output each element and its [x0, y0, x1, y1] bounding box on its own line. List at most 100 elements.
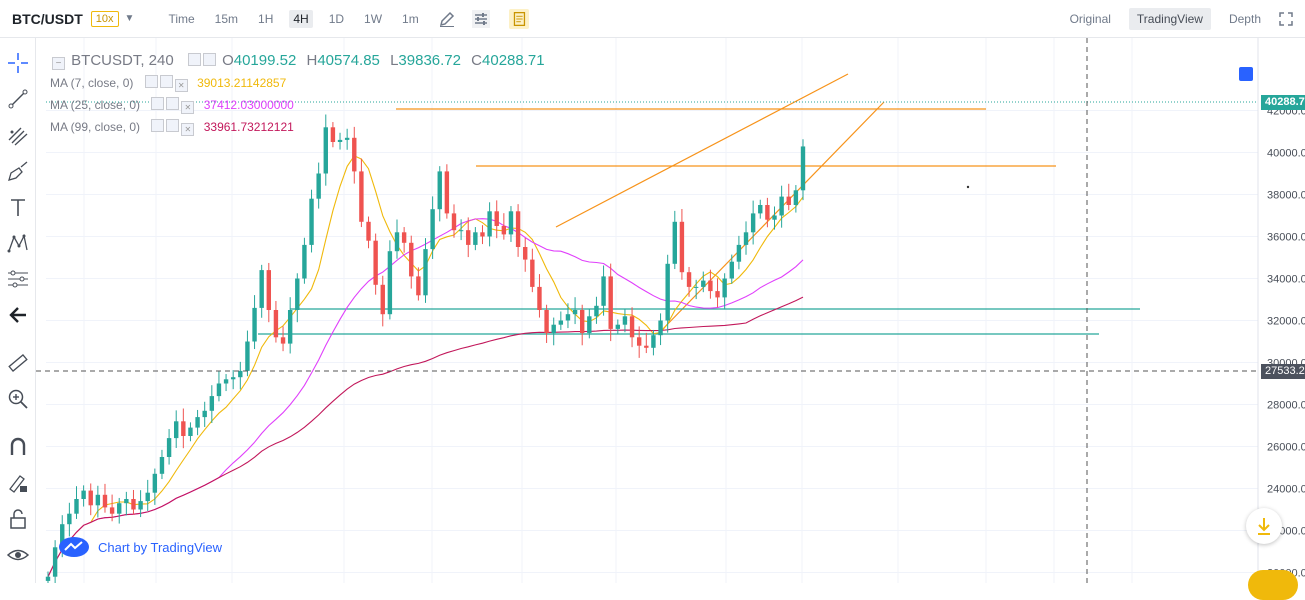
candle-body: [145, 492, 150, 502]
eye-icon[interactable]: [187, 53, 201, 66]
tf-1w[interactable]: 1W: [364, 11, 383, 26]
candle-body: [266, 270, 272, 310]
candle-body: [572, 310, 578, 315]
tf-15m[interactable]: 15m: [214, 11, 239, 26]
scroll-to-realtime-button[interactable]: [1246, 508, 1282, 544]
settings-sliders-icon[interactable]: [471, 9, 491, 29]
leverage-badge: 10x: [90, 10, 119, 27]
gear-icon[interactable]: [166, 119, 180, 132]
open-label: O: [222, 52, 234, 69]
candle-body: [466, 230, 471, 245]
candle-body: [594, 305, 599, 317]
candle-body: [394, 232, 400, 252]
tradingview-attribution[interactable]: Chart by TradingView: [58, 536, 222, 558]
eye-icon[interactable]: [151, 119, 165, 132]
channel-upper-line: [555, 73, 849, 228]
candle-body: [195, 417, 200, 428]
trend-line-icon[interactable]: [7, 88, 29, 110]
candle-body: [530, 259, 535, 287]
candle-body: [259, 270, 264, 308]
help-button[interactable]: [1248, 570, 1298, 600]
eye-icon[interactable]: [151, 97, 165, 110]
indicator-list-icon[interactable]: [508, 8, 529, 29]
close-icon[interactable]: ✕: [181, 123, 195, 136]
candle-body: [330, 127, 336, 142]
candle-body: [715, 291, 720, 298]
candle-body: [758, 205, 763, 214]
open-value: 40199.52: [233, 52, 297, 69]
candle-body: [665, 263, 670, 321]
candle-body: [451, 213, 457, 231]
close-icon[interactable]: ✕: [181, 101, 195, 114]
unlock-icon[interactable]: [7, 508, 29, 530]
attribution-text: Chart by TradingView: [98, 539, 223, 555]
ruler-icon[interactable]: [7, 352, 29, 374]
low-value: 39836.72: [398, 52, 461, 69]
crosshair-icon[interactable]: [7, 52, 29, 74]
fullscreen-icon[interactable]: [1279, 12, 1293, 26]
arrow-left-icon[interactable]: [7, 304, 29, 326]
collapse-icon[interactable]: −: [52, 57, 65, 70]
candle-body: [67, 513, 72, 525]
candle-body: [473, 232, 478, 245]
prediction-icon[interactable]: [7, 268, 29, 290]
tf-1h[interactable]: 1H: [258, 11, 274, 26]
candle-body: [60, 524, 65, 548]
last-price-label: 40288.7: [1261, 95, 1305, 110]
candle-body: [636, 337, 642, 346]
arrow-down-icon: [1258, 518, 1270, 535]
view-original[interactable]: Original: [1069, 12, 1111, 26]
candle-body: [166, 438, 172, 457]
close-icon[interactable]: ✕: [174, 79, 188, 92]
tf-1d[interactable]: 1D: [328, 11, 345, 26]
chevron-down-icon[interactable]: ▼: [124, 13, 135, 24]
candle-body: [52, 547, 58, 577]
candle-body: [765, 205, 770, 220]
top-toolbar: BTC/USDT 10x ▼ Time 15m 1H 4H 1D 1W 1m O…: [0, 0, 1305, 38]
tf-1m[interactable]: 1m: [402, 11, 419, 26]
symbol-name[interactable]: BTC/USDT: [12, 10, 83, 27]
brush-icon[interactable]: [7, 160, 29, 182]
price-tick-label: 34000.0: [1267, 274, 1305, 286]
scale-toggle-icon[interactable]: [1239, 67, 1253, 81]
ma99-legend: MA (99, close, 0) ✕ 33961.73212121: [50, 119, 294, 136]
moving-average-lines: [47, 155, 804, 577]
ma7-line: [47, 155, 804, 577]
tf-4h[interactable]: 4H: [289, 9, 313, 28]
cursor-dot: [966, 185, 970, 189]
price-tick-label: 28000.0: [1267, 400, 1305, 412]
candle-body: [772, 215, 777, 220]
candle-body: [615, 324, 621, 329]
candle-body: [223, 379, 229, 384]
tf-time[interactable]: Time: [168, 11, 195, 26]
candle-body: [344, 137, 350, 140]
candle-body: [366, 221, 371, 241]
candle-body: [565, 314, 571, 321]
gear-icon[interactable]: [202, 53, 216, 66]
candle-body: [309, 198, 314, 245]
zoom-in-icon[interactable]: [7, 388, 29, 410]
candle-body: [252, 307, 257, 342]
view-tradingview[interactable]: TradingView: [1128, 8, 1211, 30]
pencil-icon[interactable]: [437, 9, 457, 29]
candle-body: [587, 316, 592, 334]
eye-icon[interactable]: [144, 75, 158, 88]
ma25-label: MA (25, close, 0): [50, 98, 141, 112]
candle-body: [793, 190, 799, 205]
price-chart[interactable]: 42000.040000.038000.036000.034000.032000…: [36, 38, 1305, 583]
gear-icon[interactable]: [159, 75, 173, 88]
candle-body: [45, 576, 51, 581]
candle-body: [786, 196, 791, 205]
view-depth[interactable]: Depth: [1228, 12, 1261, 26]
magnet-icon[interactable]: [7, 436, 29, 458]
lock-drawing-icon[interactable]: [7, 472, 29, 494]
candle-body: [622, 316, 628, 325]
gear-icon[interactable]: [166, 97, 180, 110]
eye-icon[interactable]: [7, 544, 29, 566]
candle-body: [672, 221, 677, 264]
candle-body: [337, 139, 343, 142]
pattern-icon[interactable]: [7, 232, 29, 254]
text-tool-icon[interactable]: [7, 196, 29, 218]
ma99-line: [47, 296, 804, 577]
fib-tool-icon[interactable]: [7, 124, 29, 146]
